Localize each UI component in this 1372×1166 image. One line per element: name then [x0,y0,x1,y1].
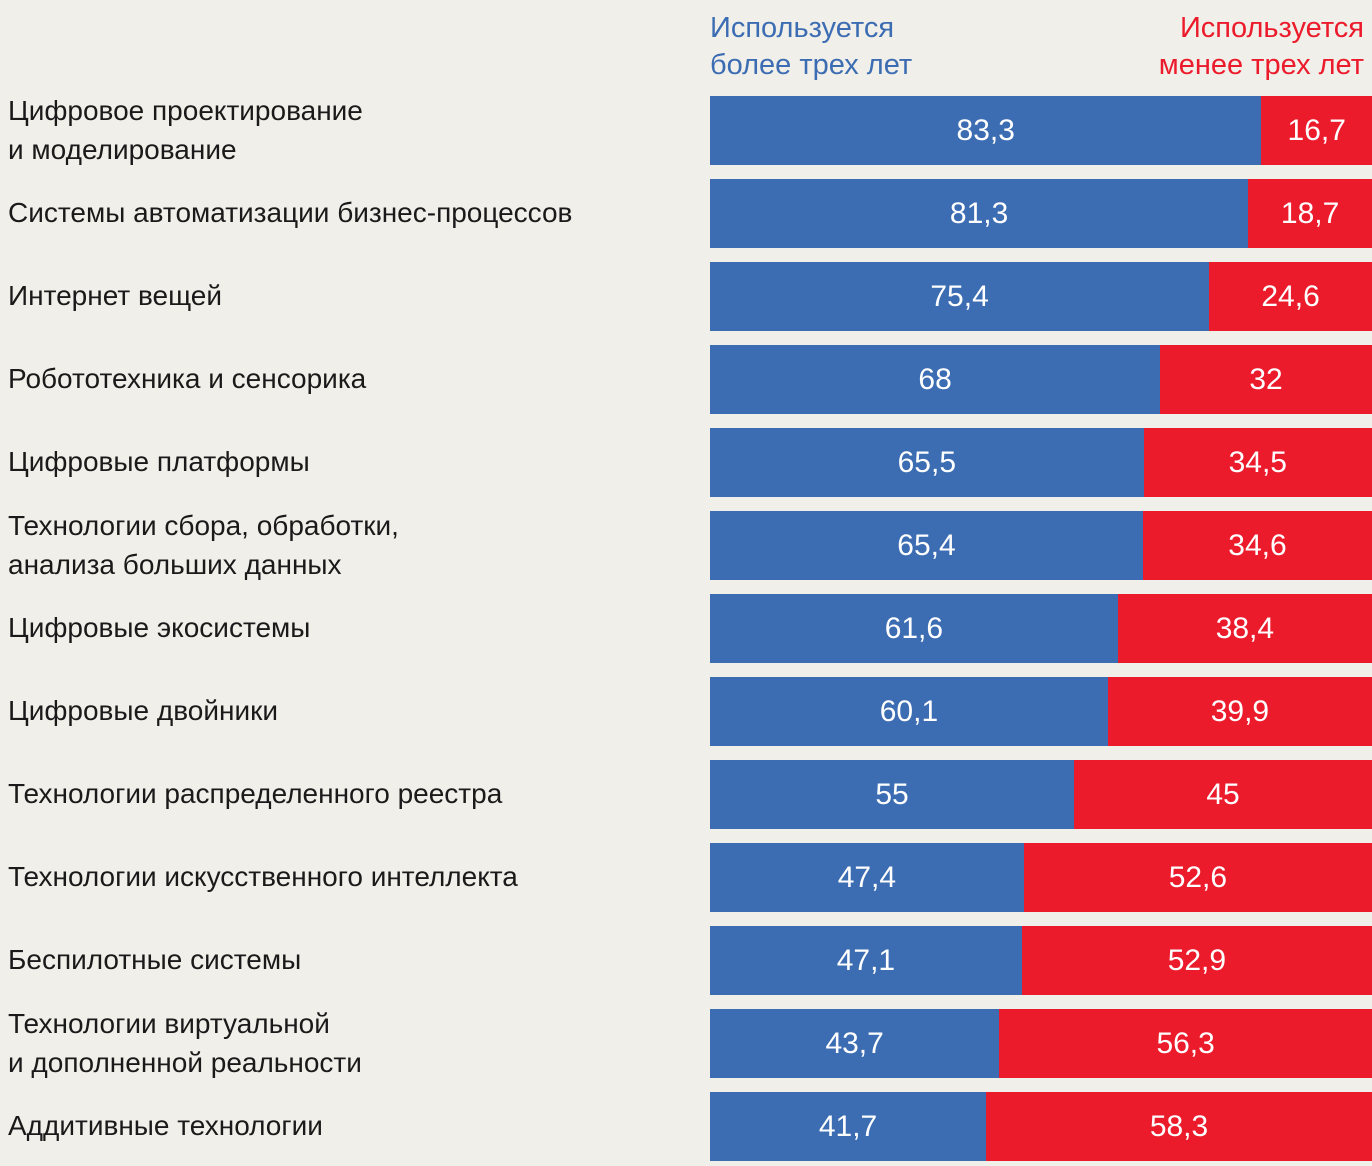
value-label: 41,7 [818,1109,878,1143]
category-label: Цифровые двойники [8,695,278,727]
value-label: 52,9 [1167,943,1227,977]
stacked-bar: 83,3 16,7 [710,96,1372,166]
stacked-bar: 55 45 [710,760,1372,830]
bar-row: Цифровые экосистемы 61,6 38,4 [0,594,1372,664]
value-label: 60,1 [879,694,939,728]
segment-more-than-3-years: 65,5 [710,428,1144,498]
bar-row: Аддитивные технологии 41,7 58,3 [0,1092,1372,1162]
stacked-bar: 41,7 58,3 [710,1092,1372,1162]
stacked-bar: 68 32 [710,345,1372,415]
stacked-bar: 81,3 18,7 [710,179,1372,249]
value-label: 56,3 [1156,1026,1215,1060]
value-label: 34,6 [1228,528,1287,562]
value-label: 16,7 [1287,113,1346,147]
value-label: 68 [918,362,952,396]
value-label: 55 [875,777,909,811]
value-label: 34,5 [1228,445,1287,479]
value-label: 65,4 [897,528,956,562]
bar-row: Беспилотные системы 47,1 52,9 [0,926,1372,996]
category-label: Системы автоматизации бизнес-процессов [8,197,573,229]
segment-less-than-3-years: 56,3 [999,1009,1372,1079]
category-label: Технологии сбора, обработки, анализа бол… [8,510,399,580]
segment-less-than-3-years: 52,9 [1021,926,1372,996]
segment-less-than-3-years: 39,9 [1107,677,1372,747]
segment-more-than-3-years: 41,7 [710,1092,987,1162]
legend-label-less-than-3-years: Используется менее трех лет [1158,12,1364,82]
value-label: 81,3 [949,196,1009,230]
category-label: Аддитивные технологии [8,1110,323,1142]
legend-label-more-than-3-years: Используется более трех лет [710,12,913,82]
segment-more-than-3-years: 43,7 [710,1009,1000,1079]
legend: Используется более трех лет Используется… [710,10,1364,84]
bar-row: Технологии сбора, обработки, анализа бол… [0,510,1372,581]
category-label: Цифровые экосистемы [8,612,311,644]
segment-more-than-3-years: 60,1 [710,677,1108,747]
segment-less-than-3-years: 58,3 [986,1092,1372,1162]
segment-less-than-3-years: 52,6 [1023,843,1372,913]
category-label: Интернет вещей [8,280,223,312]
value-label: 39,9 [1210,694,1270,728]
value-label: 32 [1249,362,1283,396]
bar-row: Интернет вещей 75,4 24,6 [0,262,1372,332]
segment-more-than-3-years: 68 [710,345,1161,415]
value-label: 18,7 [1280,196,1340,230]
value-label: 61,6 [884,611,944,645]
value-label: 75,4 [930,279,989,313]
value-label: 38,4 [1215,611,1275,645]
segment-less-than-3-years: 24,6 [1209,262,1372,332]
bar-row: Технологии искусственного интеллекта 47,4… [0,843,1372,913]
stacked-bar: 61,6 38,4 [710,594,1372,664]
stacked-bar: 47,1 52,9 [710,926,1372,996]
bar-row: Технологии распределенного реестра 55 45 [0,760,1372,830]
category-label: Технологии распределенного реестра [8,778,503,810]
value-label: 24,6 [1261,279,1320,313]
bar-row: Цифровые платформы 65,5 34,5 [0,428,1372,498]
segment-less-than-3-years: 38,4 [1117,594,1372,664]
bar-rows: Цифровое проектирование и моделирование 8… [0,95,1372,1166]
value-label: 47,1 [836,943,896,977]
segment-more-than-3-years: 81,3 [710,179,1249,249]
category-label: Цифровые платформы [8,446,310,478]
segment-less-than-3-years: 18,7 [1248,179,1372,249]
bar-row: Цифровое проектирование и моделирование 8… [0,95,1372,166]
bar-row: Системы автоматизации бизнес-процессов 81… [0,179,1372,249]
segment-more-than-3-years: 47,1 [710,926,1022,996]
stacked-bar: 65,5 34,5 [710,428,1372,498]
value-label: 65,5 [897,445,956,479]
segment-more-than-3-years: 61,6 [710,594,1118,664]
segment-less-than-3-years: 34,6 [1142,511,1372,581]
value-label: 83,3 [956,113,1015,147]
segment-more-than-3-years: 47,4 [710,843,1024,913]
bar-row: Цифровые двойники 60,1 39,9 [0,677,1372,747]
stacked-bar: 75,4 24,6 [710,262,1372,332]
stacked-bar: 60,1 39,9 [710,677,1372,747]
value-label: 43,7 [825,1026,884,1060]
stacked-bar: 65,4 34,6 [710,511,1372,581]
value-label: 45 [1206,777,1240,811]
category-label: Робототехника и сенсорика [8,363,367,395]
segment-more-than-3-years: 65,4 [710,511,1143,581]
value-label: 58,3 [1149,1109,1209,1143]
category-label: Беспилотные системы [8,944,302,976]
value-label: 47,4 [837,860,897,894]
category-label: Технологии искусственного интеллекта [8,861,518,893]
bar-row: Робототехника и сенсорика 68 32 [0,345,1372,415]
stacked-bar: 47,4 52,6 [710,843,1372,913]
segment-less-than-3-years: 45 [1074,760,1372,830]
stacked-bar: 43,7 56,3 [710,1009,1372,1079]
segment-less-than-3-years: 16,7 [1261,96,1372,166]
segment-more-than-3-years: 55 [710,760,1075,830]
category-label: Цифровое проектирование и моделирование [8,95,363,165]
bar-row: Технологии виртуальной и дополненной реа… [0,1008,1372,1079]
segment-less-than-3-years: 32 [1160,345,1372,415]
segment-more-than-3-years: 75,4 [710,262,1210,332]
segment-more-than-3-years: 83,3 [710,96,1262,166]
segment-less-than-3-years: 34,5 [1143,428,1372,498]
value-label: 52,6 [1168,860,1228,894]
category-label: Технологии виртуальной и дополненной реа… [8,1008,362,1078]
